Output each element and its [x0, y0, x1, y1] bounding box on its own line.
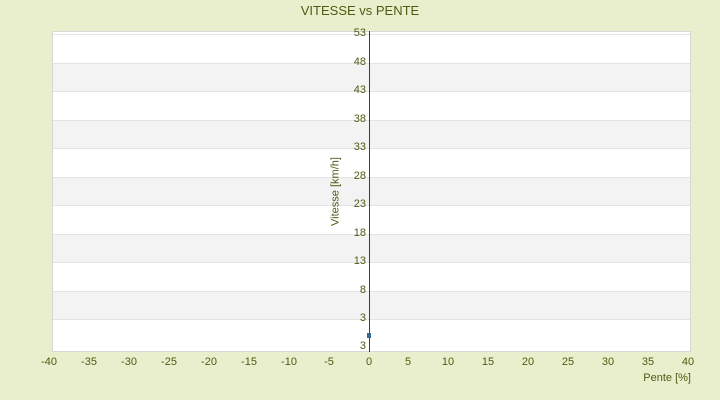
x-tick-label: 35 [641, 356, 655, 368]
y-tick-label: 3 [359, 312, 366, 324]
y-axis-title: Vitesse [km/h] [329, 157, 342, 226]
x-tick-label: -10 [281, 356, 297, 368]
y-tick-label: 43 [353, 84, 366, 96]
y-tick-label: 38 [353, 113, 366, 125]
x-tick-label: -35 [81, 356, 97, 368]
x-axis-title: Pente [%] [643, 372, 691, 384]
x-tick-label: 30 [601, 356, 615, 368]
y-tick-label: 28 [353, 170, 366, 182]
plot-band-gray [53, 62, 690, 91]
x-tick-label: -5 [324, 356, 334, 368]
y-tick-label-baseline: 3 [359, 340, 366, 352]
gridline-y-43 [53, 91, 690, 92]
y-tick-label: 48 [353, 56, 366, 68]
gridline-y-33 [53, 148, 690, 149]
y-tick-label: 53 [353, 27, 366, 39]
x-tick-label: -25 [161, 356, 177, 368]
y-tick-label: 33 [353, 141, 366, 153]
x-tick-label: 25 [561, 356, 575, 368]
gridline-y-3 [53, 319, 690, 320]
plot-band-gray [53, 233, 690, 262]
plot-band-gray [53, 119, 690, 148]
plot-area [52, 31, 691, 352]
y-axis-line [368, 31, 370, 352]
gridline-y-8 [53, 290, 690, 292]
gridline-y-23 [53, 205, 690, 206]
gridline-y-13 [53, 262, 690, 263]
x-tick-label: -20 [201, 356, 217, 368]
x-tick-label: 10 [441, 356, 455, 368]
x-tick-label: 20 [521, 356, 535, 368]
x-tick-label: 40 [681, 356, 695, 368]
x-tick-label: 5 [404, 356, 412, 368]
y-tick-label: 8 [359, 284, 366, 296]
y-tick-label: 13 [353, 255, 366, 267]
gridline-y-18 [53, 233, 690, 235]
data-point-marker [367, 333, 371, 338]
y-tick-label: 23 [353, 198, 366, 210]
y-tick-label: 18 [353, 227, 366, 239]
plot-band-gray [53, 290, 690, 319]
chart-title: VITESSE vs PENTE [300, 3, 420, 18]
x-tick-label: 0 [365, 356, 373, 368]
x-tick-label: -15 [241, 356, 257, 368]
gridline-y-48 [53, 62, 690, 64]
x-tick-label: 15 [481, 356, 495, 368]
gridline-y-38 [53, 119, 690, 121]
gridline-y-28 [53, 176, 690, 178]
x-tick-label: -40 [41, 356, 57, 368]
plot-band-gray [53, 176, 690, 205]
x-tick-label: -30 [121, 356, 137, 368]
gridline-y-53 [53, 34, 690, 35]
